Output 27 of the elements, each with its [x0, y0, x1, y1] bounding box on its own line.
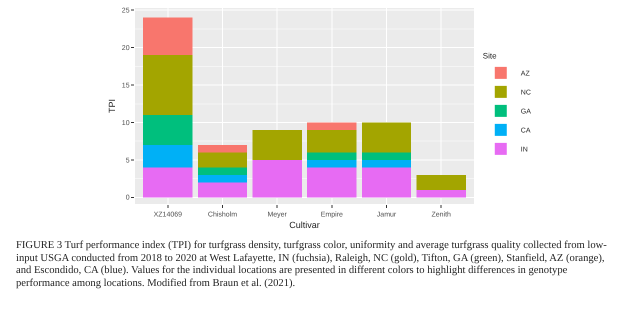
bar: [307, 152, 356, 160]
bar: [362, 160, 412, 168]
bar: [252, 130, 302, 160]
bar: [307, 160, 356, 168]
x-axis-title: Cultivar: [289, 220, 320, 230]
bar: [143, 55, 192, 115]
bar: [143, 18, 192, 56]
bar: [307, 122, 356, 130]
bar: [143, 167, 192, 198]
bar: [198, 182, 248, 198]
bar: [198, 152, 248, 168]
bar: [416, 190, 466, 198]
bar: [198, 174, 248, 182]
bar: [362, 167, 412, 198]
bar: [416, 174, 466, 190]
bar: [198, 144, 248, 152]
caption: FIGURE 3 Turf performance index (TPI) for turfgrass density, turfgrass color, uniformity and average turfgrass quality collected from low-input USGA conducted from 2018 to 2020 at West Lafayette, IN (fuchsia), Raleigh, NC (gold), Tifton, GA (green), Stanfield, AZ (orange), and Escondido, CA (blue). Values for the individual locations are presented in different colors to highlight differences in genotype performance among locations. Modified from Braun et al. (2021).: [16, 240, 608, 290]
bar: [362, 152, 412, 160]
legend-title: Site: [482, 51, 498, 60]
bar: [198, 167, 248, 175]
bar: [307, 130, 356, 152]
bar: [143, 144, 192, 168]
bar: [143, 114, 192, 145]
bar: [362, 122, 412, 152]
bar: [307, 167, 356, 198]
bar: [252, 160, 302, 198]
y-axis-title: TPI: [107, 98, 118, 114]
